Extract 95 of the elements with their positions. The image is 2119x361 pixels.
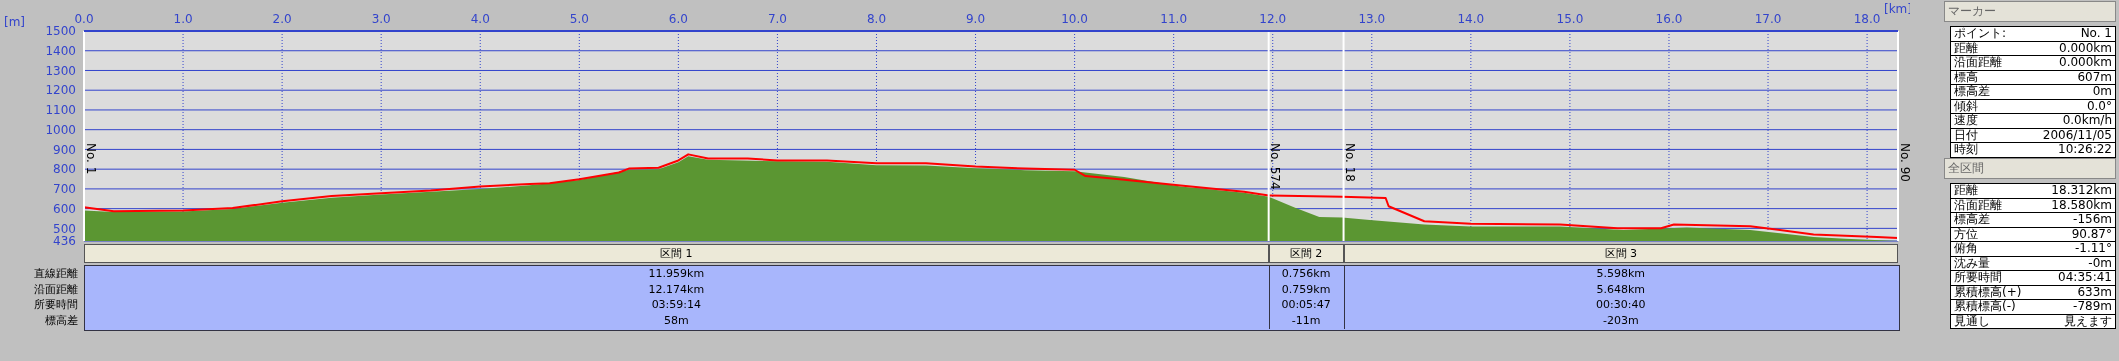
x-tick-label: 15.0 bbox=[1556, 12, 1584, 26]
text: -1.11° bbox=[2074, 241, 2112, 256]
text: 沿面距離 bbox=[1954, 55, 2002, 70]
x-tick-label: 10.0 bbox=[1061, 12, 1088, 26]
text: 0.0km/h bbox=[2062, 113, 2112, 128]
text: -0m bbox=[2088, 255, 2112, 270]
ref-line-label: No. 574 bbox=[1268, 143, 1283, 190]
text: 90.87° bbox=[2071, 226, 2112, 241]
text: 00:30:40 bbox=[1595, 297, 1647, 313]
text: 0.000km bbox=[2059, 55, 2112, 70]
text: No. 1 bbox=[2080, 26, 2112, 41]
y-tick-label: 500 bbox=[53, 221, 76, 236]
x-tick-label: 17.0 bbox=[1754, 12, 1782, 26]
text: -203m bbox=[1601, 312, 1640, 328]
text: 所要時間 bbox=[33, 297, 78, 313]
text: 標高 bbox=[1954, 69, 1978, 84]
x-tick-label: 2.0 bbox=[272, 12, 292, 26]
text: 区間 2 bbox=[1268, 244, 1344, 263]
text: 累積標高(+) bbox=[1954, 284, 2022, 299]
text: 累積標高(-) bbox=[1954, 299, 2016, 314]
text: 区間 1 bbox=[84, 244, 1269, 263]
y-tick-label: 700 bbox=[53, 182, 76, 197]
text: 標高差 bbox=[1954, 212, 1990, 227]
x-tick-label: 12.0 bbox=[1259, 12, 1287, 26]
text: 607m bbox=[2077, 69, 2112, 84]
ref-line-label: No. 90 bbox=[1897, 143, 1912, 183]
y-tick-label: 1200 bbox=[45, 83, 76, 98]
text: 5.598km bbox=[1595, 266, 1647, 282]
y-tick-label: 1100 bbox=[45, 103, 76, 118]
text: -156m bbox=[2073, 212, 2112, 227]
text: 標高差 bbox=[1954, 84, 1990, 99]
text: 標高差 bbox=[44, 312, 78, 328]
text: 直線距離 bbox=[33, 266, 78, 282]
text: 見通し bbox=[1954, 313, 1990, 328]
text: 633m bbox=[2077, 284, 2112, 299]
text: 距離 bbox=[1954, 183, 1978, 198]
text: 0.759km bbox=[1280, 281, 1332, 297]
x-tick-label: 7.0 bbox=[767, 12, 787, 26]
text: マーカー bbox=[1944, 1, 2116, 22]
text: 00:05:47 bbox=[1280, 297, 1332, 313]
ref-line-label: No. 18 bbox=[1343, 143, 1358, 183]
text: 58m bbox=[662, 312, 690, 328]
text: ポイント: bbox=[1954, 26, 2007, 41]
text: 区間 3 bbox=[1343, 244, 1898, 263]
y-tick-label: 1000 bbox=[45, 122, 76, 137]
x-tick-label: 18.0 bbox=[1853, 12, 1881, 26]
x-tick-label: 14.0 bbox=[1457, 12, 1485, 26]
text: 俯角 bbox=[1954, 241, 1978, 256]
x-tick-label: 16.0 bbox=[1655, 12, 1683, 26]
text: 沿面距離 bbox=[1954, 197, 2002, 212]
text: 沈み量 bbox=[1954, 255, 1990, 270]
text: 日付 bbox=[1954, 127, 1978, 142]
x-tick-label: 9.0 bbox=[966, 12, 986, 26]
x-tick-label: 1.0 bbox=[173, 12, 193, 26]
ref-line-label: No. 1 bbox=[83, 143, 98, 175]
text: 0.0° bbox=[2086, 98, 2112, 113]
y-tick-label: 436 bbox=[53, 234, 76, 249]
text: 10:26:22 bbox=[2058, 142, 2112, 157]
text: 見えます bbox=[2064, 313, 2112, 328]
text: 方位 bbox=[1954, 226, 1978, 241]
text: -11m bbox=[1290, 312, 1322, 328]
x-tick-label: 8.0 bbox=[866, 12, 887, 26]
text: 11.959km bbox=[647, 266, 706, 282]
text: 18.312km bbox=[2051, 183, 2112, 198]
y-tick-label: 900 bbox=[53, 142, 76, 157]
text: 所要時間 bbox=[1954, 270, 2002, 285]
x-tick-label: 4.0 bbox=[470, 12, 490, 26]
text: 5.648km bbox=[1595, 281, 1647, 297]
y-tick-label: 800 bbox=[53, 162, 76, 177]
x-tick-label: 13.0 bbox=[1358, 12, 1386, 26]
text: 0.000km bbox=[2059, 40, 2112, 55]
text: 04:35:41 bbox=[2058, 270, 2112, 285]
x-tick-label: 11.0 bbox=[1160, 12, 1188, 26]
text: 傾斜 bbox=[1954, 98, 1978, 113]
x-tick-label: 3.0 bbox=[371, 12, 391, 26]
y-tick-label: 1300 bbox=[45, 63, 76, 78]
text: -789m bbox=[2073, 299, 2112, 314]
text: 距離 bbox=[1954, 40, 1978, 55]
text: 18.580km bbox=[2051, 197, 2112, 212]
text: 時刻 bbox=[1954, 142, 1978, 157]
x-tick-label: 5.0 bbox=[569, 12, 589, 26]
text: 2006/11/05 bbox=[2042, 127, 2112, 142]
text: 速度 bbox=[1954, 113, 1978, 128]
text: 12.174km bbox=[647, 281, 706, 297]
x-tick-label: 6.0 bbox=[668, 12, 688, 26]
y-tick-label: 600 bbox=[53, 201, 76, 216]
y-tick-label: 1400 bbox=[45, 44, 76, 58]
text: 沿面距離 bbox=[33, 281, 78, 297]
text: 0m bbox=[2092, 84, 2112, 99]
text: 全区間 bbox=[1944, 158, 2116, 179]
text: 03:59:14 bbox=[650, 297, 703, 313]
x-tick-label: 0.0 bbox=[74, 12, 94, 26]
y-axis-title: [m] bbox=[4, 15, 26, 29]
y-tick-label: 1500 bbox=[45, 24, 76, 39]
text: 0.756km bbox=[1280, 266, 1332, 282]
